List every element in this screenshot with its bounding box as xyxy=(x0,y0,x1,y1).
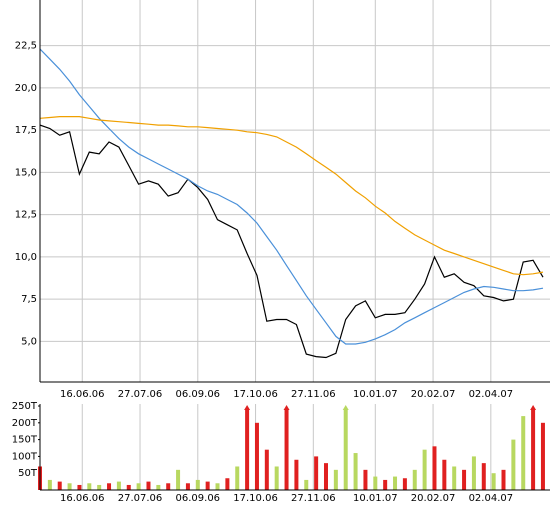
volume-bar xyxy=(47,479,52,490)
x-tick-label: 10.01.07 xyxy=(353,493,398,504)
volume-bar xyxy=(511,439,516,490)
volume-bar xyxy=(412,469,417,490)
volume-bar xyxy=(521,416,526,490)
x-tick-label: 17.10.06 xyxy=(233,389,278,400)
overflow-arrow xyxy=(244,405,251,410)
volume-bar xyxy=(126,484,131,490)
volume-bar xyxy=(274,466,279,490)
y-tick-label: 250T xyxy=(12,401,38,412)
volume-bar xyxy=(166,483,171,490)
y-tick-label: 17,5 xyxy=(15,125,37,136)
volume-bar xyxy=(393,476,398,490)
y-tick-label: 5,0 xyxy=(21,336,37,347)
overflow-arrow xyxy=(342,405,349,410)
x-tick-label: 27.07.06 xyxy=(118,493,163,504)
volume-bar xyxy=(531,410,536,490)
volume-bar xyxy=(323,463,328,490)
volume-bar xyxy=(452,466,457,490)
x-tick-label: 16.06.06 xyxy=(60,389,105,400)
volume-bar xyxy=(205,481,210,490)
volume-bar xyxy=(195,479,200,490)
volume-bar xyxy=(501,469,506,490)
x-tick-label: 06.09.06 xyxy=(176,493,221,504)
volume-bar xyxy=(225,478,230,490)
volume-bar xyxy=(353,453,358,490)
volume-bar xyxy=(363,469,368,490)
y-tick-label: 15,0 xyxy=(15,167,37,178)
volume-bar xyxy=(462,469,467,490)
volume-bar xyxy=(235,466,240,490)
volume-bar xyxy=(245,410,250,490)
volume-bar xyxy=(442,459,447,490)
volume-bar xyxy=(471,456,476,490)
x-tick-label: 27.11.06 xyxy=(291,389,336,400)
y-tick-label: 22,5 xyxy=(15,41,37,52)
volume-bar xyxy=(284,410,289,490)
price-line xyxy=(40,48,544,345)
volume-bar xyxy=(107,483,112,490)
x-tick-label: 17.10.06 xyxy=(233,493,278,504)
volume-bar xyxy=(264,449,269,490)
volume-bar xyxy=(77,484,82,490)
x-tick-label: 27.11.06 xyxy=(291,493,336,504)
volume-bar xyxy=(540,422,545,490)
volume-bar xyxy=(156,484,161,490)
y-tick-label: 100T xyxy=(12,451,38,462)
y-tick-label: 150T xyxy=(12,435,38,446)
volume-bar xyxy=(254,422,259,490)
x-tick-label: 16.06.06 xyxy=(60,493,105,504)
y-tick-label: 7,5 xyxy=(21,294,37,305)
volume-bar xyxy=(176,469,181,490)
volume-bar xyxy=(136,483,141,490)
x-tick-label: 27.07.06 xyxy=(118,389,163,400)
volume-bar xyxy=(333,469,338,490)
overflow-arrow xyxy=(283,405,290,410)
x-tick-label: 20.02.07 xyxy=(411,493,456,504)
overflow-arrow xyxy=(530,405,537,410)
x-tick-label: 06.09.06 xyxy=(176,389,221,400)
y-tick-label: 20,0 xyxy=(15,83,37,94)
volume-bar xyxy=(402,478,407,490)
volume-bar xyxy=(67,483,72,490)
volume-bar xyxy=(373,476,378,490)
price-line xyxy=(40,124,544,359)
volume-bar xyxy=(97,484,102,490)
x-tick-label: 02.04.07 xyxy=(469,493,514,504)
volume-bar xyxy=(491,473,496,490)
x-tick-label: 02.04.07 xyxy=(469,389,514,400)
x-tick-label: 20.02.07 xyxy=(411,389,456,400)
volume-bar xyxy=(343,410,348,490)
volume-bar xyxy=(383,479,388,490)
volume-bar xyxy=(87,483,92,490)
y-tick-label: 50T xyxy=(18,468,38,479)
volume-bar xyxy=(215,483,220,490)
volume-bar xyxy=(304,479,309,490)
y-tick-label: 200T xyxy=(12,418,38,429)
volume-bar xyxy=(314,456,319,490)
price-line xyxy=(40,116,544,276)
x-tick-label: 10.01.07 xyxy=(353,389,398,400)
y-tick-label: 10,0 xyxy=(15,252,37,263)
volume-bar xyxy=(432,446,437,490)
volume-bar xyxy=(116,481,121,490)
volume-bar xyxy=(422,449,427,490)
volume-bar xyxy=(294,459,299,490)
y-tick-label: 12,5 xyxy=(15,210,37,221)
volume-bar xyxy=(185,483,190,490)
volume-bar xyxy=(57,481,62,490)
volume-bar xyxy=(146,481,151,490)
volume-bar xyxy=(481,463,486,490)
